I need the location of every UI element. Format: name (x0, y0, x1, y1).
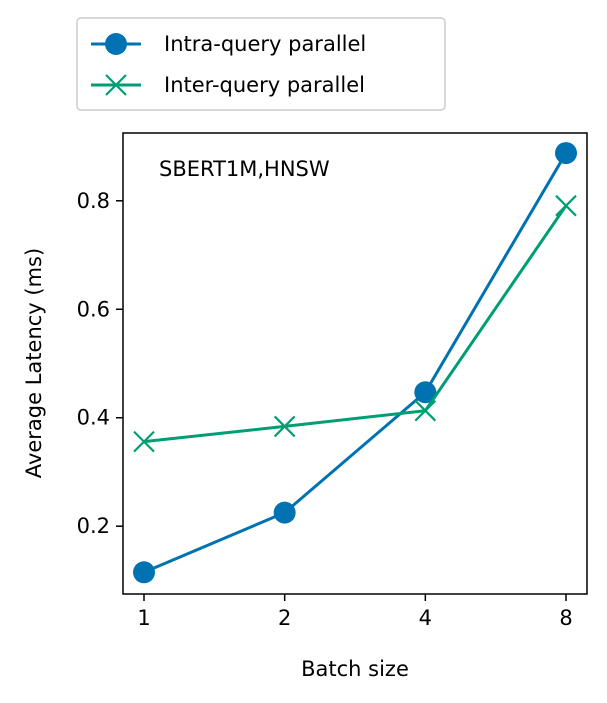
legend: Intra-query parallel Inter-query paralle… (76, 17, 446, 111)
y-tick-label: 0.2 (77, 514, 110, 538)
plot-area-frame (122, 132, 588, 595)
data-point-circle (414, 381, 437, 404)
x-tick-label: 1 (137, 606, 150, 630)
x-axis-title: Batch size (301, 657, 409, 681)
legend-entry-inter: Inter-query parallel (91, 73, 365, 97)
data-point-x (555, 194, 577, 217)
y-axis-title: Average Latency (ms) (22, 248, 46, 478)
legend-marker-inter (105, 74, 127, 96)
x-axis-ticks: 1 2 4 8 (137, 594, 573, 630)
y-tick-label: 0.4 (77, 406, 110, 430)
series-intra (133, 142, 577, 584)
data-point-circle (555, 142, 577, 165)
legend-frame (76, 17, 446, 111)
series-layer (133, 142, 577, 584)
series-inter (133, 194, 577, 453)
series-line (143, 152, 568, 574)
data-point-x (414, 399, 437, 422)
legend-marker-intra (105, 33, 127, 55)
x-tick-label: 2 (278, 606, 291, 630)
data-point-circle (133, 561, 155, 584)
x-tick-label: 8 (559, 606, 572, 630)
legend-label-inter: Inter-query parallel (164, 73, 365, 97)
y-axis-ticks: 0.2 0.4 0.6 0.8 (77, 189, 123, 538)
data-point-x (133, 430, 155, 453)
data-point-circle (273, 501, 296, 524)
y-tick-label: 0.6 (77, 297, 110, 321)
x-tick-label: 4 (419, 606, 432, 630)
series-line (143, 204, 568, 444)
data-point-x (273, 415, 296, 438)
y-tick-label: 0.8 (77, 189, 110, 213)
legend-entry-intra: Intra-query parallel (91, 32, 366, 56)
legend-label-intra: Intra-query parallel (164, 32, 366, 56)
dataset-annotation: SBERT1M,HNSW (159, 157, 330, 181)
